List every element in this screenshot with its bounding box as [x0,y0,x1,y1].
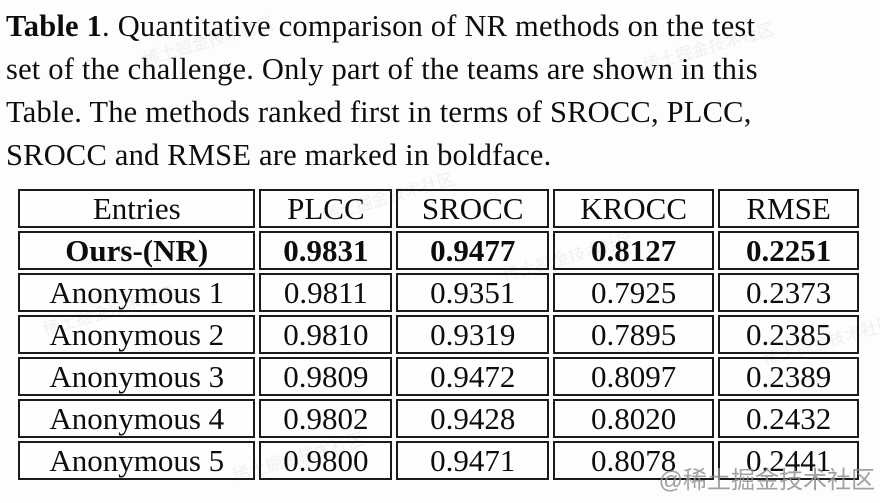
srocc-value: 0.9477 [396,231,550,270]
rmse-value: 0.2389 [718,357,859,396]
srocc-value: 0.9319 [396,315,550,354]
caption-line: set of the challenge. Only part of the t… [6,52,758,86]
plcc-value: 0.9800 [259,441,393,480]
table-row: Anonymous 1 0.9811 0.9351 0.7925 0.2373 [18,273,859,312]
plcc-value: 0.9810 [259,315,393,354]
entry-name: Anonymous 4 [18,399,256,438]
caption-line: Table 1. Quantitative comparison of NR m… [6,5,878,48]
rmse-value: 0.2385 [718,315,859,354]
column-header-plcc: PLCC [259,189,393,228]
entry-name: Anonymous 5 [18,441,256,480]
krocc-value: 0.7925 [553,273,715,312]
column-header-srocc: SROCC [396,189,550,228]
rmse-value: 0.2373 [718,273,859,312]
column-header-krocc: KROCC [553,189,715,228]
plcc-value: 0.9809 [259,357,393,396]
table-row-ours: Ours-(NR) 0.9831 0.9477 0.8127 0.2251 [18,231,859,270]
krocc-value: 0.8127 [553,231,715,270]
table-row: Anonymous 5 0.9800 0.9471 0.8078 0.2441 [18,441,859,480]
entry-name: Anonymous 3 [18,357,256,396]
column-header-entries: Entries [18,189,256,228]
entry-name: Anonymous 2 [18,315,256,354]
entry-name: Ours-(NR) [18,231,256,270]
srocc-value: 0.9351 [396,273,550,312]
table-caption: Table 1. Quantitative comparison of NR m… [6,5,878,177]
srocc-value: 0.9472 [396,357,550,396]
caption-line: Table. The methods ranked first in terms… [6,95,752,129]
krocc-value: 0.8020 [553,399,715,438]
plcc-value: 0.9802 [259,399,393,438]
rmse-value: 0.2441 [718,441,859,480]
caption-label: Table 1 [6,9,103,43]
plcc-value: 0.9811 [259,273,393,312]
srocc-value: 0.9428 [396,399,550,438]
table-row: Anonymous 4 0.9802 0.9428 0.8020 0.2432 [18,399,859,438]
caption-text: . Quantitative comparison of NR methods … [102,9,756,43]
column-header-rmse: RMSE [718,189,859,228]
rmse-value: 0.2432 [718,399,859,438]
table-row: Anonymous 3 0.9809 0.9472 0.8097 0.2389 [18,357,859,396]
caption-line: SROCC and RMSE are marked in boldface. [6,138,552,172]
table-row: Anonymous 2 0.9810 0.9319 0.7895 0.2385 [18,315,859,354]
entry-name: Anonymous 1 [18,273,256,312]
results-table: Entries PLCC SROCC KROCC RMSE Ours-(NR) … [14,186,863,483]
rmse-value: 0.2251 [718,231,859,270]
srocc-value: 0.9471 [396,441,550,480]
krocc-value: 0.8078 [553,441,715,480]
table-header-row: Entries PLCC SROCC KROCC RMSE [18,189,859,228]
plcc-value: 0.9831 [259,231,393,270]
krocc-value: 0.8097 [553,357,715,396]
krocc-value: 0.7895 [553,315,715,354]
